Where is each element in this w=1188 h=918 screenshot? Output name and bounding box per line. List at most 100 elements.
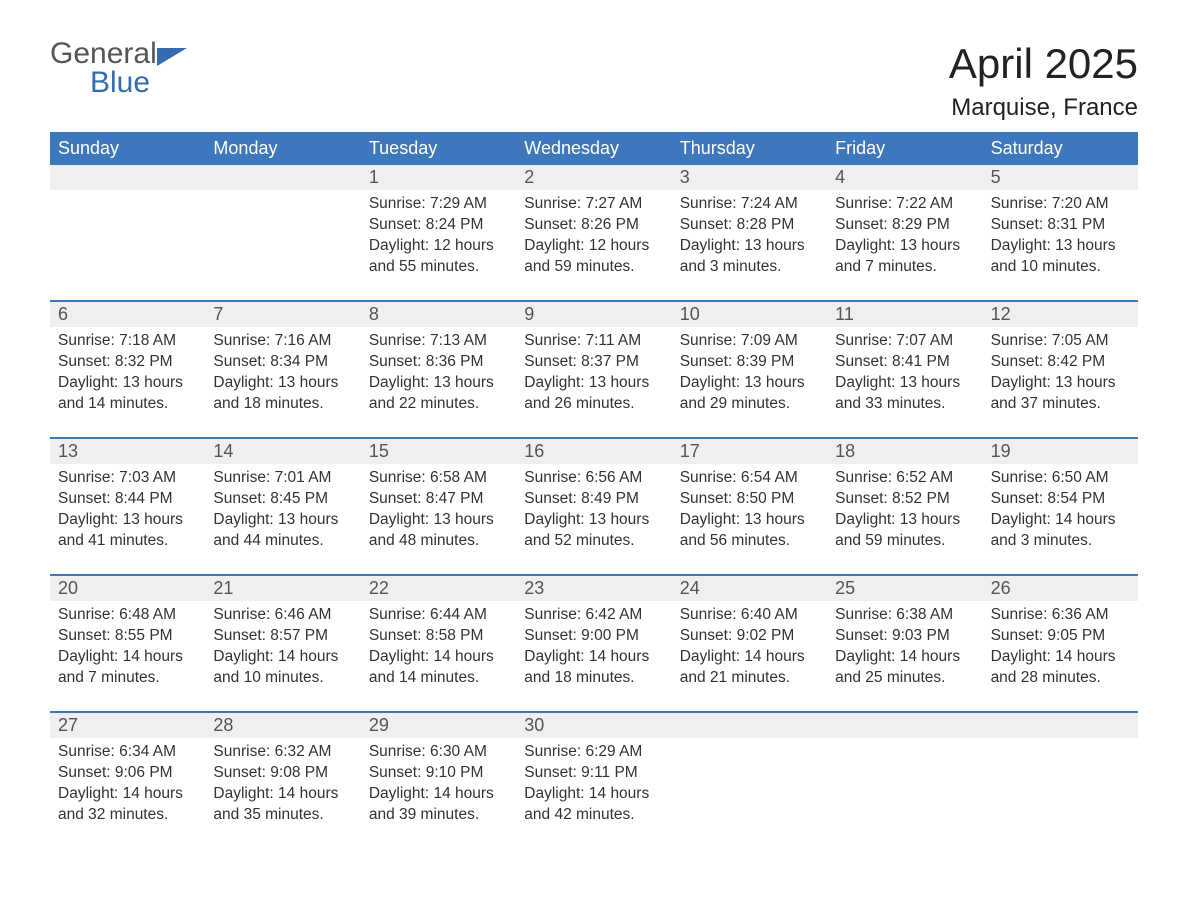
daylight-text: Daylight: 13 hours and 52 minutes. (524, 510, 663, 552)
daylight-text: Daylight: 12 hours and 55 minutes. (369, 236, 508, 278)
day-cell: Sunrise: 7:27 AMSunset: 8:26 PMDaylight:… (516, 190, 671, 300)
day-cell: Sunrise: 6:30 AMSunset: 9:10 PMDaylight:… (361, 738, 516, 848)
day-number-row: 12345 (50, 165, 1138, 190)
day-number: 17 (672, 439, 827, 464)
daylight-text: Daylight: 14 hours and 18 minutes. (524, 647, 663, 689)
day-number: 18 (827, 439, 982, 464)
sunrise-text: Sunrise: 7:13 AM (369, 331, 508, 352)
day-content-row: Sunrise: 7:03 AMSunset: 8:44 PMDaylight:… (50, 464, 1138, 574)
sunset-text: Sunset: 9:03 PM (835, 626, 974, 647)
day-cell: Sunrise: 6:29 AMSunset: 9:11 PMDaylight:… (516, 738, 671, 848)
daylight-text: Daylight: 14 hours and 28 minutes. (991, 647, 1130, 689)
sunset-text: Sunset: 8:32 PM (58, 352, 197, 373)
sunset-text: Sunset: 8:26 PM (524, 215, 663, 236)
day-cell (983, 738, 1138, 848)
day-cell: Sunrise: 7:07 AMSunset: 8:41 PMDaylight:… (827, 327, 982, 437)
day-number (50, 165, 205, 190)
day-number: 16 (516, 439, 671, 464)
sunrise-text: Sunrise: 7:27 AM (524, 194, 663, 215)
day-cell: Sunrise: 6:34 AMSunset: 9:06 PMDaylight:… (50, 738, 205, 848)
sunset-text: Sunset: 9:02 PM (680, 626, 819, 647)
daylight-text: Daylight: 13 hours and 48 minutes. (369, 510, 508, 552)
weekday-header: Wednesday (516, 132, 671, 165)
calendar-header-row: Sunday Monday Tuesday Wednesday Thursday… (50, 132, 1138, 165)
daylight-text: Daylight: 13 hours and 37 minutes. (991, 373, 1130, 415)
sunrise-text: Sunrise: 7:09 AM (680, 331, 819, 352)
sunset-text: Sunset: 8:55 PM (58, 626, 197, 647)
sunset-text: Sunset: 8:57 PM (213, 626, 352, 647)
sunrise-text: Sunrise: 7:20 AM (991, 194, 1130, 215)
day-number: 20 (50, 576, 205, 601)
sunrise-text: Sunrise: 7:24 AM (680, 194, 819, 215)
daylight-text: Daylight: 14 hours and 25 minutes. (835, 647, 974, 689)
daylight-text: Daylight: 13 hours and 14 minutes. (58, 373, 197, 415)
brand-word1: General (50, 40, 157, 69)
sunrise-text: Sunrise: 6:44 AM (369, 605, 508, 626)
sunrise-text: Sunrise: 6:46 AM (213, 605, 352, 626)
daylight-text: Daylight: 13 hours and 41 minutes. (58, 510, 197, 552)
daylight-text: Daylight: 14 hours and 42 minutes. (524, 784, 663, 826)
sunset-text: Sunset: 8:29 PM (835, 215, 974, 236)
calendar: Sunday Monday Tuesday Wednesday Thursday… (50, 132, 1138, 848)
day-number: 12 (983, 302, 1138, 327)
sunset-text: Sunset: 9:06 PM (58, 763, 197, 784)
day-cell: Sunrise: 6:46 AMSunset: 8:57 PMDaylight:… (205, 601, 360, 711)
daylight-text: Daylight: 14 hours and 10 minutes. (213, 647, 352, 689)
sunrise-text: Sunrise: 7:11 AM (524, 331, 663, 352)
day-number: 30 (516, 713, 671, 738)
day-number: 5 (983, 165, 1138, 190)
day-cell: Sunrise: 6:44 AMSunset: 8:58 PMDaylight:… (361, 601, 516, 711)
sunset-text: Sunset: 8:44 PM (58, 489, 197, 510)
day-number (205, 165, 360, 190)
sunset-text: Sunset: 8:42 PM (991, 352, 1130, 373)
daylight-text: Daylight: 13 hours and 33 minutes. (835, 373, 974, 415)
sunrise-text: Sunrise: 7:07 AM (835, 331, 974, 352)
sunrise-text: Sunrise: 6:40 AM (680, 605, 819, 626)
day-cell: Sunrise: 6:48 AMSunset: 8:55 PMDaylight:… (50, 601, 205, 711)
day-cell (672, 738, 827, 848)
sunset-text: Sunset: 8:49 PM (524, 489, 663, 510)
sunset-text: Sunset: 8:41 PM (835, 352, 974, 373)
sunrise-text: Sunrise: 7:22 AM (835, 194, 974, 215)
day-number: 8 (361, 302, 516, 327)
day-cell: Sunrise: 7:18 AMSunset: 8:32 PMDaylight:… (50, 327, 205, 437)
day-cell: Sunrise: 6:50 AMSunset: 8:54 PMDaylight:… (983, 464, 1138, 574)
sunrise-text: Sunrise: 7:03 AM (58, 468, 197, 489)
sunset-text: Sunset: 8:47 PM (369, 489, 508, 510)
day-number: 9 (516, 302, 671, 327)
day-cell: Sunrise: 6:38 AMSunset: 9:03 PMDaylight:… (827, 601, 982, 711)
daylight-text: Daylight: 13 hours and 56 minutes. (680, 510, 819, 552)
day-cell: Sunrise: 6:42 AMSunset: 9:00 PMDaylight:… (516, 601, 671, 711)
page-title: April 2025 (949, 40, 1138, 88)
sunrise-text: Sunrise: 6:54 AM (680, 468, 819, 489)
day-number: 10 (672, 302, 827, 327)
day-number: 1 (361, 165, 516, 190)
day-cell: Sunrise: 7:24 AMSunset: 8:28 PMDaylight:… (672, 190, 827, 300)
day-number: 27 (50, 713, 205, 738)
day-number: 15 (361, 439, 516, 464)
day-number: 25 (827, 576, 982, 601)
day-number: 4 (827, 165, 982, 190)
sunset-text: Sunset: 9:08 PM (213, 763, 352, 784)
day-number-row: 27282930 (50, 711, 1138, 738)
sunset-text: Sunset: 9:11 PM (524, 763, 663, 784)
sunrise-text: Sunrise: 6:58 AM (369, 468, 508, 489)
sunset-text: Sunset: 8:34 PM (213, 352, 352, 373)
day-number: 21 (205, 576, 360, 601)
weekday-header: Friday (827, 132, 982, 165)
sunset-text: Sunset: 8:36 PM (369, 352, 508, 373)
day-cell: Sunrise: 7:05 AMSunset: 8:42 PMDaylight:… (983, 327, 1138, 437)
day-cell: Sunrise: 7:20 AMSunset: 8:31 PMDaylight:… (983, 190, 1138, 300)
sunset-text: Sunset: 8:54 PM (991, 489, 1130, 510)
day-number: 22 (361, 576, 516, 601)
daylight-text: Daylight: 12 hours and 59 minutes. (524, 236, 663, 278)
sunset-text: Sunset: 8:31 PM (991, 215, 1130, 236)
daylight-text: Daylight: 14 hours and 7 minutes. (58, 647, 197, 689)
daylight-text: Daylight: 13 hours and 10 minutes. (991, 236, 1130, 278)
daylight-text: Daylight: 14 hours and 14 minutes. (369, 647, 508, 689)
brand-text: General Blue (50, 40, 157, 97)
weekday-header: Thursday (672, 132, 827, 165)
sunset-text: Sunset: 8:58 PM (369, 626, 508, 647)
sunrise-text: Sunrise: 7:29 AM (369, 194, 508, 215)
weeks-container: 12345Sunrise: 7:29 AMSunset: 8:24 PMDayl… (50, 165, 1138, 848)
